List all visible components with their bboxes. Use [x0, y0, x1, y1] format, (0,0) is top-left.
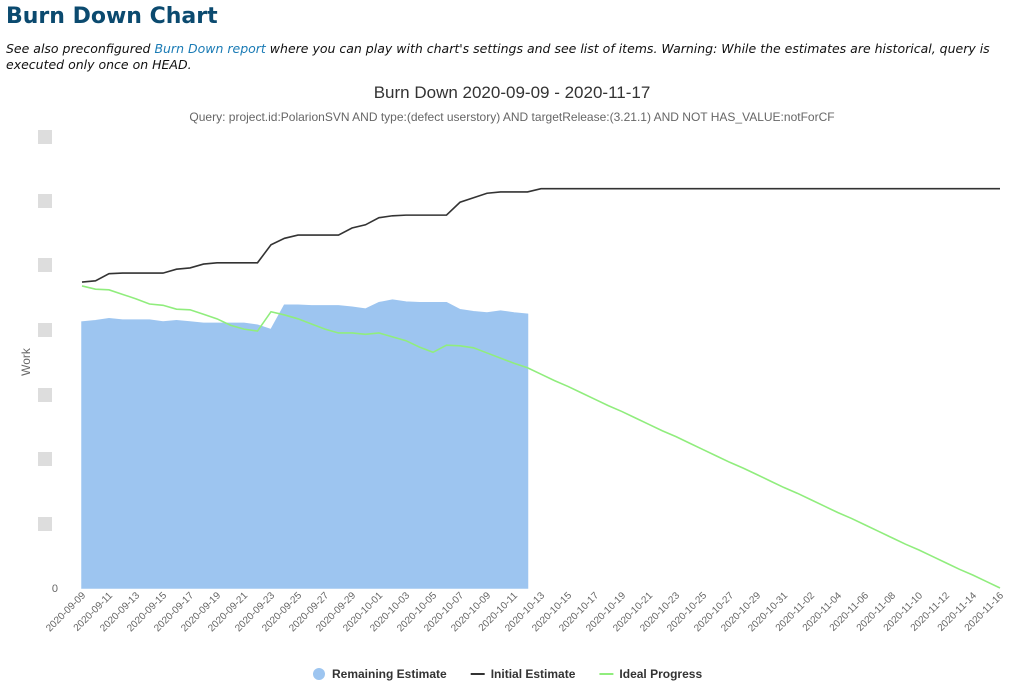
- legend-marker: [313, 668, 325, 680]
- legend-label: Remaining Estimate: [332, 667, 447, 681]
- line: [81, 187, 1000, 283]
- chart-title: Burn Down 2020-09-09 - 2020-11-17: [374, 83, 651, 102]
- y-tick-label: 0: [52, 583, 58, 595]
- description: See also preconfigured Burn Down report …: [6, 41, 1006, 73]
- description-text: See also preconfigured: [6, 41, 155, 56]
- description-text: where you can play with chart's settings…: [6, 41, 990, 72]
- blurred-labels: [38, 130, 52, 531]
- chart-subtitle: Query: project.id:PolarionSVN AND type:(…: [189, 110, 834, 124]
- area: [81, 299, 529, 589]
- y-axis-label: Work: [19, 347, 33, 376]
- page-title: Burn Down Chart: [6, 4, 218, 29]
- legend-label: Ideal Progress: [619, 667, 702, 681]
- report-link[interactable]: Burn Down report: [154, 41, 266, 56]
- legend-label: Initial Estimate: [491, 667, 576, 681]
- line: [81, 285, 1001, 589]
